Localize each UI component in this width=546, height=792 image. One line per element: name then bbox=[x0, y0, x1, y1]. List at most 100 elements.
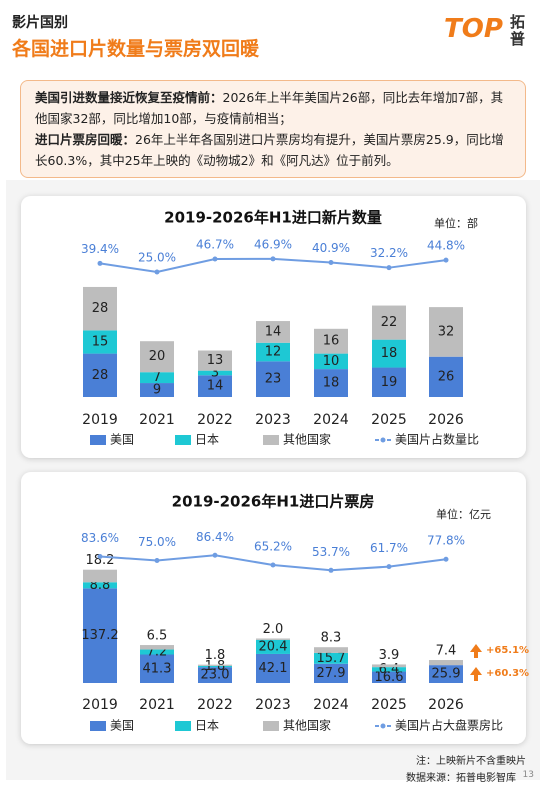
bar-segment bbox=[256, 638, 290, 640]
summary-text: 2026年上半年美国片26部，同比去年增加7部，其他国家32部，同比增加10部，… bbox=[35, 90, 504, 126]
data-label: 26 bbox=[438, 369, 455, 384]
unit: 单位：亿元 bbox=[436, 507, 491, 521]
line-label: 65.2% bbox=[254, 540, 292, 554]
line-label: 83.6% bbox=[81, 531, 119, 545]
bar-segment bbox=[314, 369, 348, 397]
data-label: 3 bbox=[211, 365, 219, 380]
legend-label: 美国 bbox=[110, 433, 134, 447]
line-point bbox=[443, 257, 449, 263]
bar-segment bbox=[140, 645, 174, 650]
data-label: 28 bbox=[92, 301, 109, 316]
bar-segment bbox=[83, 330, 117, 354]
line-point bbox=[97, 260, 103, 266]
x-tick-label: 2026 bbox=[428, 697, 464, 713]
data-label: 42.1 bbox=[259, 661, 288, 676]
legend-label: 美国 bbox=[110, 719, 134, 733]
bar-segment bbox=[372, 671, 406, 683]
line-point bbox=[154, 269, 160, 275]
data-label: 20.4 bbox=[259, 639, 288, 654]
line-label: 40.9% bbox=[312, 241, 350, 255]
bar-segment bbox=[198, 664, 232, 666]
data-label: 14 bbox=[265, 324, 282, 339]
data-label: 15 bbox=[92, 334, 109, 349]
data-label: 20 bbox=[149, 349, 166, 364]
data-label: 6.5 bbox=[147, 629, 168, 644]
bar-segment bbox=[314, 663, 348, 683]
line-label: 46.7% bbox=[196, 237, 234, 251]
line-label: 61.7% bbox=[370, 541, 408, 555]
data-label: 7.4 bbox=[436, 644, 457, 659]
x-tick-label: 2025 bbox=[371, 697, 407, 713]
bar-segment bbox=[429, 356, 463, 397]
data-label: 19 bbox=[381, 375, 398, 390]
bar-segment bbox=[372, 367, 406, 397]
x-tick-label: 2022 bbox=[197, 412, 233, 428]
bar-segment bbox=[314, 328, 348, 354]
line-point bbox=[154, 558, 160, 563]
data-label: 2.0 bbox=[263, 622, 284, 637]
line-label: 39.4% bbox=[81, 242, 119, 256]
line-point bbox=[328, 259, 334, 265]
page-number: 13 bbox=[522, 770, 534, 780]
legend-swatch bbox=[90, 721, 106, 731]
bar-segment bbox=[140, 654, 174, 683]
summary-item: 美国引进数量接近恢复至疫情前：2026年上半年美国片26部，同比去年增加7部，其… bbox=[35, 87, 511, 129]
line-label: 46.9% bbox=[254, 237, 292, 251]
data-label: 14 bbox=[207, 379, 224, 394]
annotation: +65.1% bbox=[486, 645, 529, 656]
chart-title: 2019-2026年H1进口片票房 bbox=[172, 493, 375, 511]
bar-segment bbox=[256, 653, 290, 683]
data-label: 137.2 bbox=[81, 628, 118, 643]
line-label: 53.7% bbox=[312, 545, 350, 559]
bar-segment bbox=[256, 361, 290, 397]
source: 数据来源：拓普电影智库 bbox=[406, 773, 516, 784]
line-label: 32.2% bbox=[370, 246, 408, 260]
line-point bbox=[212, 256, 218, 262]
line-point bbox=[328, 567, 334, 573]
data-label: 10 bbox=[323, 354, 340, 369]
bar-segment bbox=[83, 569, 117, 583]
data-label: 25.9 bbox=[432, 667, 461, 682]
data-label: 8.3 bbox=[321, 631, 342, 646]
data-label: 1.8 bbox=[205, 659, 226, 674]
bar-segment bbox=[256, 342, 290, 362]
line-label: 44.8% bbox=[427, 239, 465, 253]
legend-label: 日本 bbox=[195, 433, 219, 447]
summary-lead: 美国引进数量接近恢复至疫情前： bbox=[35, 90, 223, 105]
bar-segment bbox=[83, 286, 117, 331]
line-point bbox=[270, 562, 276, 568]
data-label: 23.0 bbox=[201, 668, 230, 683]
summary-lead: 进口片票房回暖： bbox=[35, 132, 136, 147]
bar-segment bbox=[198, 375, 232, 397]
data-label: 6.4 bbox=[379, 662, 400, 677]
legend-label: 日本 bbox=[195, 719, 219, 733]
x-tick-label: 2019 bbox=[82, 697, 118, 713]
up-arrow bbox=[470, 667, 482, 681]
bar-segment bbox=[314, 353, 348, 370]
x-tick-label: 2019 bbox=[82, 412, 118, 428]
note: 注：上映新片不含重映片 bbox=[416, 756, 526, 767]
legend-label: 美国片占数量比 bbox=[395, 432, 479, 447]
data-label: 7 bbox=[153, 370, 161, 385]
bar-segment bbox=[314, 647, 348, 653]
data-label: 23 bbox=[265, 372, 282, 387]
line-label: 86.4% bbox=[196, 530, 234, 544]
chart-title: 2019-2026年H1进口新片数量 bbox=[164, 209, 382, 227]
bar-segment bbox=[256, 321, 290, 343]
logo-name: 拓普 bbox=[510, 13, 526, 48]
data-label: 9 bbox=[153, 383, 161, 398]
data-label: 16.6 bbox=[375, 670, 404, 685]
logo-mark: TOP bbox=[444, 14, 503, 44]
data-label: 16 bbox=[323, 334, 340, 349]
section: 影片国别 bbox=[12, 15, 68, 31]
x-tick-label: 2022 bbox=[197, 697, 233, 713]
bar-segment bbox=[256, 639, 290, 654]
legend-label: 其他国家 bbox=[283, 432, 331, 447]
bar-segment bbox=[372, 305, 406, 340]
line-point bbox=[97, 554, 103, 560]
line-label: 77.8% bbox=[427, 534, 465, 548]
x-tick-label: 2021 bbox=[139, 697, 175, 713]
x-tick-label: 2023 bbox=[255, 412, 291, 428]
summary-text: 26年上半年各国别进口片票房均有提升，美国片票房25.9，同比增长60.3%，其… bbox=[35, 132, 504, 168]
